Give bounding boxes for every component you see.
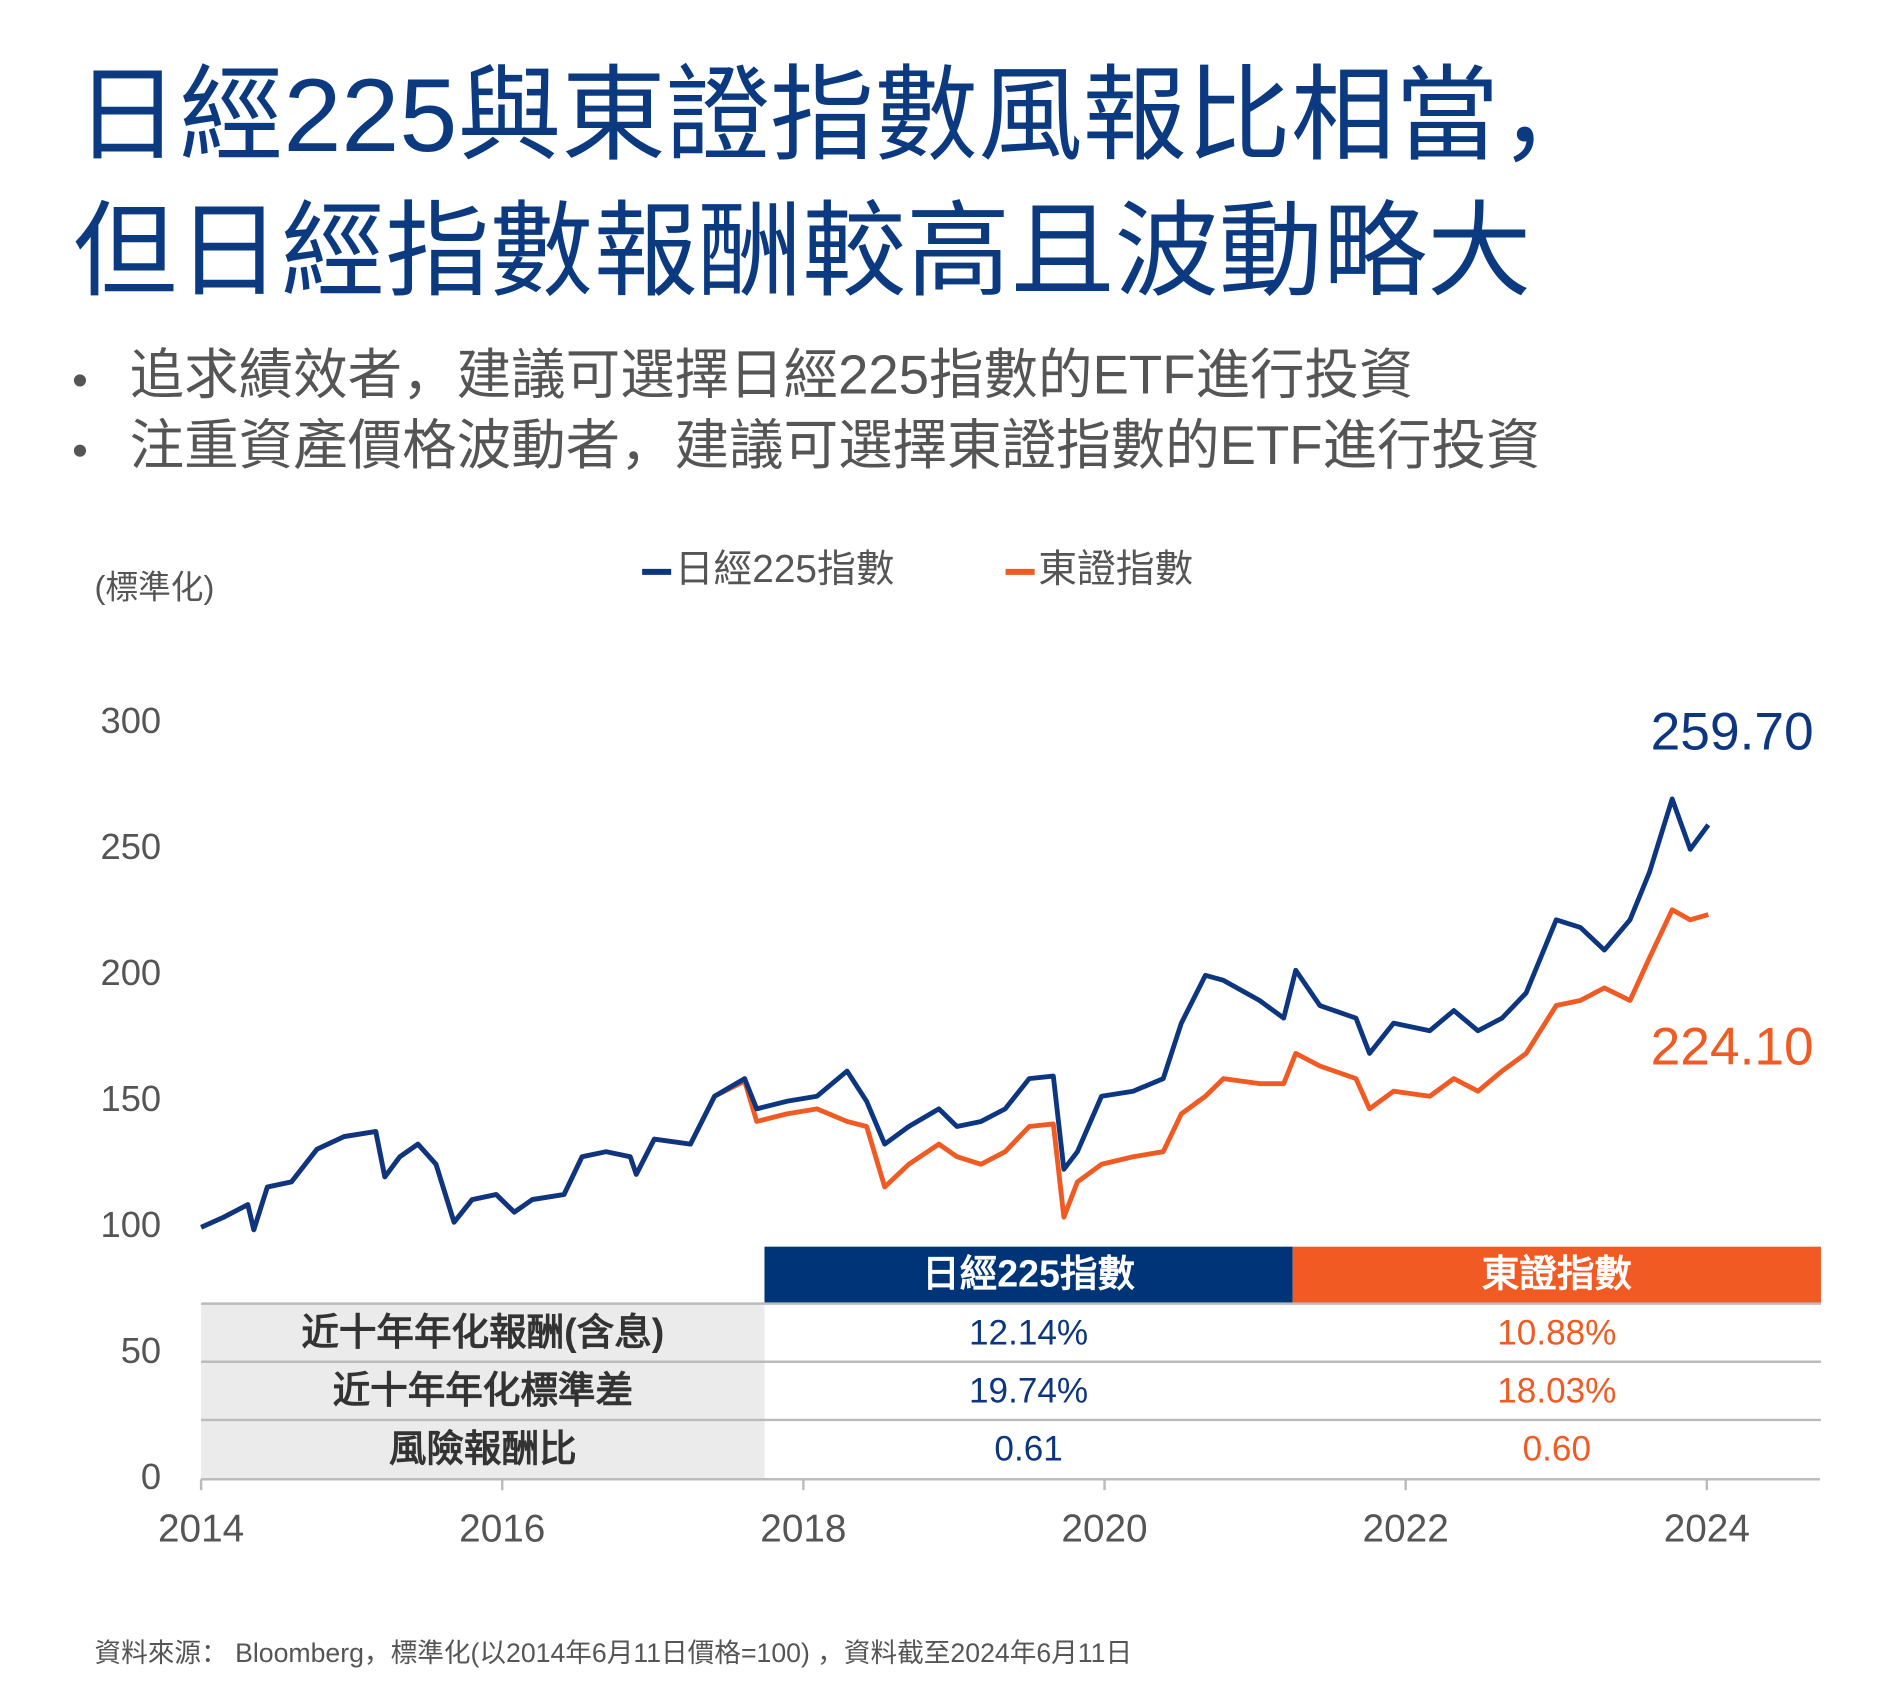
y-tick-label: 50	[121, 1330, 161, 1371]
bullet-text: 追求績效者，建議可選擇日經225指數的ETF進行投資	[130, 345, 1414, 406]
table-row-label: 近十年年化報酬(含息)	[301, 1311, 664, 1353]
bullet-dot	[73, 444, 87, 457]
table-header-cell	[1292, 1246, 1821, 1304]
x-tick-label: 2018	[760, 1508, 846, 1551]
bullet-dot	[73, 374, 87, 387]
source-note: 資料來源： Bloomberg，標準化(以2014年6月11日價格=100) ，…	[95, 1638, 1133, 1668]
table-cell: 18.03%	[1497, 1372, 1616, 1411]
y-tick-label: 300	[101, 700, 162, 741]
table-cell: 0.60	[1523, 1430, 1591, 1469]
legend-label: 日經225指數	[675, 548, 895, 591]
table-row-bg	[764, 1419, 1821, 1479]
table-row-label: 近十年年化標準差	[333, 1369, 633, 1411]
table-row-bg	[201, 1361, 765, 1420]
legend-label: 東證指數	[1038, 548, 1193, 591]
y-tick-label: 0	[141, 1456, 161, 1497]
x-tick-label: 2020	[1061, 1508, 1147, 1551]
table-row-label: 風險報酬比	[389, 1427, 577, 1469]
table-row-bg	[764, 1303, 1821, 1362]
table-cell: 19.74%	[969, 1372, 1088, 1411]
y-axis-label: (標準化)	[95, 569, 215, 606]
table-row-bg	[201, 1303, 765, 1362]
table-header-cell	[764, 1246, 1293, 1304]
x-tick-label: 2022	[1363, 1508, 1449, 1551]
end-value-label: 224.10	[1651, 1017, 1814, 1076]
y-tick-label: 100	[101, 1204, 162, 1245]
series-line	[200, 907, 1709, 1233]
table-cell: 12.14%	[969, 1313, 1088, 1352]
table-header-text: 日經225指數	[922, 1252, 1135, 1294]
end-value-label: 259.70	[1651, 702, 1814, 761]
title-line: 但日經指數報酬較高且波動略大	[73, 194, 1532, 310]
y-tick-label: 150	[101, 1078, 162, 1119]
table-header-text: 東證指數	[1482, 1252, 1633, 1294]
x-tick-label: 2014	[158, 1508, 244, 1551]
table-cell: 0.61	[994, 1430, 1062, 1469]
title-line: 日經225與東證指數風報比相當，	[75, 58, 1603, 174]
table-row-bg	[764, 1361, 1821, 1420]
x-tick-label: 2024	[1664, 1508, 1750, 1551]
x-tick-label: 2016	[459, 1508, 545, 1551]
bullet-text: 注重資產價格波動者，建議可選擇東證指數的ETF進行投資	[130, 415, 1541, 476]
table-cell: 10.88%	[1497, 1313, 1616, 1352]
y-tick-label: 200	[101, 952, 162, 993]
y-tick-label: 250	[101, 826, 162, 867]
series-line	[200, 796, 1711, 1233]
table-row-bg	[201, 1419, 765, 1479]
